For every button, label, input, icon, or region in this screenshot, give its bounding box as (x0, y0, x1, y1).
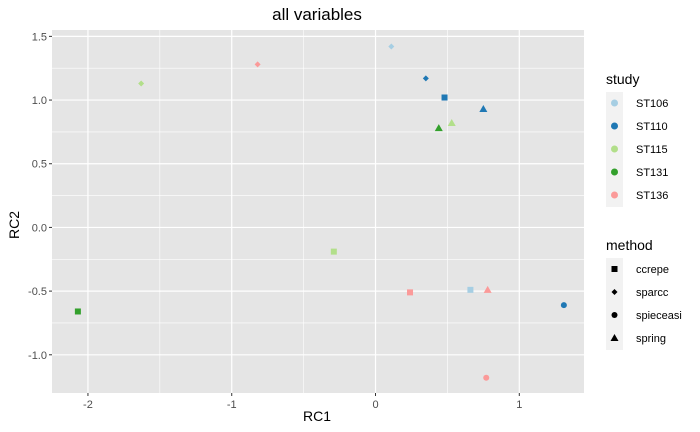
legend-key-spring (610, 334, 619, 341)
legend-label-st115: ST115 (636, 144, 668, 156)
y-tick-label: 1.5 (32, 31, 47, 43)
legend-key-st136 (611, 191, 618, 199)
data-point-st131-spring (434, 124, 443, 132)
legend-method-title: method (606, 237, 653, 253)
legend-label-sparcc: sparcc (636, 287, 669, 299)
legend-key-st115 (611, 145, 618, 153)
legend-label-st131: ST131 (636, 167, 668, 179)
y-tick-label: -1.0 (28, 350, 47, 362)
x-axis-title: RC1 (303, 408, 331, 424)
legend-label-st110: ST110 (636, 121, 668, 133)
x-axis-ticks: -2 -1 0 1 (83, 393, 522, 411)
x-tick-label: 1 (516, 399, 522, 411)
data-point-st106-sparcc (388, 43, 395, 50)
minor-gridlines (52, 30, 584, 393)
legend-key-sparcc (611, 289, 618, 295)
legend-method-key-background (606, 258, 623, 350)
legend-study-title: study (606, 71, 639, 87)
legend-key-st106 (611, 99, 618, 107)
y-tick-label: 1.0 (32, 95, 47, 107)
data-point-st115-spring (447, 118, 456, 126)
data-point-st110-ccrepe (441, 94, 448, 101)
y-axis-ticks: -1.0 -0.5 0.0 0.5 1.0 1.5 (28, 31, 52, 362)
data-point-st110-sparcc (422, 75, 429, 82)
x-tick-label: 0 (372, 399, 378, 411)
data-point-st115-sparcc (138, 80, 145, 87)
data-point-st115-ccrepe (330, 248, 337, 255)
legend-label-ccrepe: ccrepe (636, 264, 669, 276)
x-tick-label: -1 (227, 399, 237, 411)
data-point-st136-sparcc (254, 61, 261, 68)
legend-key-st131 (611, 168, 618, 176)
chart-title: all variables (272, 5, 362, 24)
legend-label-spring: spring (636, 333, 666, 345)
major-gridlines (52, 30, 584, 393)
legend-key-spieceasi (611, 312, 618, 318)
data-point-st106-ccrepe (467, 286, 474, 293)
y-tick-label: 0.5 (32, 159, 47, 171)
y-tick-label: -0.5 (28, 286, 47, 298)
legend-key-st110 (611, 122, 618, 130)
legend-label-st106: ST106 (636, 98, 668, 110)
data-point-st110-spring (479, 104, 488, 112)
data-point-st131-ccrepe (74, 308, 81, 315)
legend-study: study ST106 ST110 ST115 ST131 ST136 (606, 71, 668, 207)
data-point-st136-spring (483, 285, 492, 293)
legend-label-spieceasi: spieceasi (636, 310, 682, 322)
legend-method: method ccrepe sparcc spieceasi spring (606, 237, 682, 350)
legend-key-ccrepe (611, 266, 618, 272)
y-axis-title: RC2 (6, 211, 22, 239)
plot-panel (52, 30, 584, 393)
data-point-st136-spieceasi (483, 374, 490, 381)
x-tick-label: -2 (83, 399, 93, 411)
data-point-st136-ccrepe (407, 289, 414, 296)
data-point-st110-spieceasi (560, 302, 567, 309)
legend-label-st136: ST136 (636, 190, 668, 202)
y-tick-label: 0.0 (32, 222, 47, 234)
data-points (74, 43, 567, 381)
